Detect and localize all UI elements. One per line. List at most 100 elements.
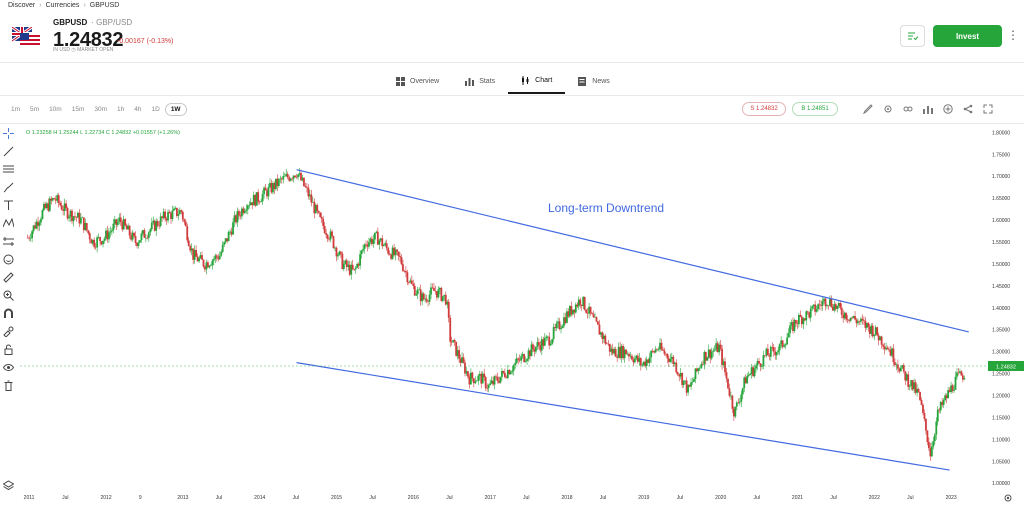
tab-stats[interactable]: Stats <box>452 68 508 94</box>
candle-body <box>363 244 366 250</box>
visibility-icon[interactable] <box>2 361 14 373</box>
candle-body <box>119 217 122 223</box>
price-chart[interactable]: Long-term Downtrend 1.80000 1.75000 1.7000… <box>20 124 1024 508</box>
timeframe-10m[interactable]: 10m <box>49 106 62 113</box>
tab-chart-label: Chart <box>535 76 553 84</box>
candle-body <box>396 249 398 252</box>
emoji-icon[interactable] <box>2 253 14 265</box>
upper-trendline[interactable] <box>296 169 969 333</box>
crosshair-icon[interactable] <box>2 127 14 139</box>
timeframe-1h[interactable]: 1h <box>117 106 125 113</box>
lower-trendline[interactable] <box>296 362 950 471</box>
candle-body <box>715 343 718 350</box>
magnet-icon[interactable] <box>2 307 14 319</box>
candle-body <box>356 263 359 268</box>
candle-body <box>722 361 725 365</box>
candle-body <box>849 317 852 321</box>
ruler-icon[interactable] <box>2 271 14 283</box>
candle-body <box>571 309 574 315</box>
tab-news[interactable]: News <box>565 68 623 94</box>
breadcrumb-discover[interactable]: Discover <box>8 2 36 9</box>
candle-body <box>670 356 673 359</box>
candle-body <box>190 248 193 251</box>
candle-body <box>781 340 784 347</box>
candle-body <box>28 237 31 239</box>
fibonacci-icon[interactable] <box>2 163 14 175</box>
layers-icon[interactable] <box>3 480 14 491</box>
market-status: IN USD ◷ MARKET OPEN <box>53 47 114 53</box>
x-tick-label: Jul <box>754 495 760 501</box>
candle-body <box>251 202 254 206</box>
candle-body <box>142 230 144 234</box>
share-icon[interactable] <box>962 103 974 115</box>
brush-icon[interactable] <box>2 181 14 193</box>
candle-body <box>397 251 400 256</box>
tab-overview[interactable]: Overview <box>383 68 452 94</box>
tab-chart[interactable]: Chart <box>508 68 566 94</box>
candle-body <box>608 343 611 352</box>
candle-body <box>920 400 923 405</box>
candle-body <box>679 373 682 377</box>
draw-pen-icon[interactable] <box>862 103 874 115</box>
candle-body <box>227 231 230 242</box>
trash-icon[interactable] <box>2 379 14 391</box>
candle-body <box>403 270 406 272</box>
watchlist-button[interactable] <box>900 25 925 47</box>
text-tool-icon[interactable] <box>2 199 14 211</box>
candle-body <box>232 222 234 235</box>
candle-body <box>600 332 602 335</box>
candle-body <box>427 301 429 302</box>
invest-button[interactable]: Invest <box>933 25 1002 47</box>
candle-body <box>793 320 796 331</box>
lock-drawing-icon[interactable] <box>2 325 14 337</box>
timeframe-1w[interactable]: 1W <box>164 103 187 116</box>
candle-body <box>738 401 741 403</box>
timeframe-4h[interactable]: 4h <box>134 106 142 113</box>
y-tick-label: 1.30000 <box>992 350 1010 356</box>
timeframe-15m[interactable]: 15m <box>71 106 85 113</box>
sell-price-button[interactable]: S 1.24832 <box>742 102 786 116</box>
timeframe-1m[interactable]: 1m <box>11 106 21 113</box>
breadcrumb-currencies[interactable]: Currencies <box>45 2 80 9</box>
y-tick-label: 1.60000 <box>992 218 1010 224</box>
candle-body <box>452 339 455 343</box>
buy-price-button[interactable]: B 1.24851 <box>792 102 838 116</box>
candle-body <box>272 183 274 193</box>
x-tick-label: 2017 <box>485 495 496 501</box>
candle-body <box>37 221 39 226</box>
add-icon[interactable] <box>942 103 954 115</box>
chart-annotation: Long-term Downtrend <box>548 201 664 215</box>
settings-gear-icon[interactable] <box>882 103 894 115</box>
measure-icon[interactable] <box>2 235 14 247</box>
candle-body <box>814 304 817 312</box>
trend-line-icon[interactable] <box>2 145 14 157</box>
zoom-in-icon[interactable] <box>2 289 14 301</box>
candle-body <box>475 380 478 382</box>
candle-body <box>928 442 930 449</box>
candle-body <box>199 255 202 259</box>
candle-body <box>511 370 514 372</box>
fullscreen-icon[interactable] <box>982 103 994 115</box>
more-vertical-icon[interactable]: ⋮ <box>1007 28 1019 42</box>
candle-body <box>263 187 265 194</box>
candle-body <box>613 349 616 354</box>
candle-body <box>50 198 53 201</box>
candle-body <box>730 395 732 397</box>
candle-body <box>208 265 211 268</box>
settings-icon[interactable] <box>1003 493 1013 503</box>
candle-body <box>926 430 929 443</box>
candle-body <box>721 348 723 365</box>
lock-icon[interactable] <box>2 343 14 355</box>
pattern-icon[interactable] <box>2 217 14 229</box>
timeframe-5m[interactable]: 5m <box>30 106 40 113</box>
candle-body <box>495 376 497 377</box>
compare-icon[interactable] <box>902 103 914 115</box>
breadcrumb-gbpusd[interactable]: GBPUSD <box>89 2 120 9</box>
candle-body <box>486 388 489 389</box>
timeframe-1d[interactable]: 1D <box>151 106 160 113</box>
indicators-icon[interactable] <box>922 103 934 115</box>
candle-body <box>176 207 178 216</box>
timeframe-30m[interactable]: 30m <box>94 106 108 113</box>
candle-body <box>579 299 582 305</box>
candle-body <box>681 373 684 385</box>
